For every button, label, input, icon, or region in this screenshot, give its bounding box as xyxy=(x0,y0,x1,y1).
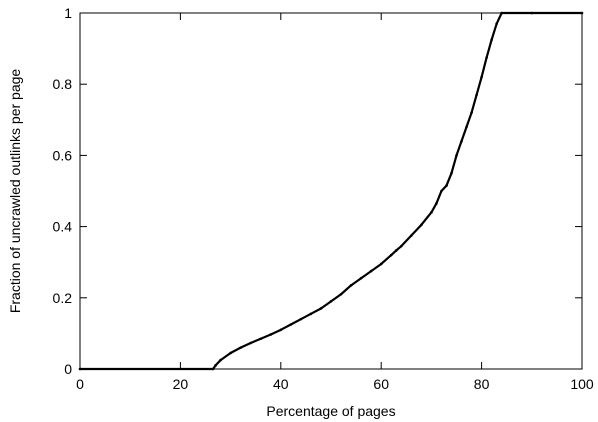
axis-ticks: 0 20 40 60 80 100 0 0.2 0.4 0.6 0.8 1 xyxy=(53,5,594,392)
data-point xyxy=(470,111,473,114)
x-tick-label: 100 xyxy=(570,376,594,392)
data-point xyxy=(269,333,273,336)
data-point xyxy=(420,223,423,227)
data-point xyxy=(485,56,488,59)
y-tick-label: 0.2 xyxy=(53,290,73,306)
data-point xyxy=(450,171,453,175)
data-point xyxy=(455,154,458,157)
x-tick-label: 80 xyxy=(474,376,490,392)
data-point xyxy=(445,184,448,187)
data-point xyxy=(329,300,333,303)
data-point xyxy=(490,38,493,41)
x-tick-label: 0 xyxy=(76,376,84,392)
data-point xyxy=(279,328,283,332)
data-point xyxy=(430,211,433,214)
series-points xyxy=(78,11,584,371)
data-point xyxy=(249,341,252,345)
x-tick-label: 20 xyxy=(173,376,189,392)
data-point xyxy=(239,346,242,349)
data-point xyxy=(229,351,232,355)
y-tick-label: 0.4 xyxy=(53,219,73,235)
y-tick-label: 0.8 xyxy=(53,76,73,92)
data-point xyxy=(319,307,323,310)
data-point xyxy=(394,249,398,252)
data-point xyxy=(389,253,393,257)
data-point xyxy=(214,364,217,367)
data-point xyxy=(460,139,463,143)
x-axis-label: Percentage of pages xyxy=(266,403,395,419)
data-point xyxy=(500,11,503,15)
data-point xyxy=(289,323,293,326)
data-point xyxy=(299,317,303,321)
data-point xyxy=(349,284,353,287)
data-point xyxy=(495,22,498,25)
data-point xyxy=(379,262,383,266)
data-point xyxy=(435,202,438,205)
x-tick-label: 40 xyxy=(273,376,289,392)
data-point xyxy=(309,312,313,316)
data-point xyxy=(399,244,403,248)
plot-frame xyxy=(79,12,583,370)
data-point xyxy=(480,75,483,79)
data-point xyxy=(440,189,443,193)
data-point xyxy=(219,358,222,362)
data-point xyxy=(580,11,584,15)
data-point xyxy=(530,11,534,15)
data-point xyxy=(211,367,215,371)
data-point xyxy=(359,276,363,280)
data-point xyxy=(369,269,373,273)
series-line xyxy=(80,11,582,371)
data-series xyxy=(78,11,584,371)
y-axis-label: Fraction of uncrawled outlinks per page xyxy=(7,69,23,314)
data-point xyxy=(465,125,468,129)
y-tick-label: 1 xyxy=(64,5,72,21)
data-point xyxy=(78,367,82,371)
data-point xyxy=(475,93,478,97)
data-point xyxy=(339,292,343,296)
data-point xyxy=(410,234,413,237)
data-point xyxy=(259,337,263,341)
y-tick-label: 0 xyxy=(64,361,72,377)
y-tick-label: 0.6 xyxy=(53,147,73,163)
x-tick-label: 60 xyxy=(373,376,389,392)
